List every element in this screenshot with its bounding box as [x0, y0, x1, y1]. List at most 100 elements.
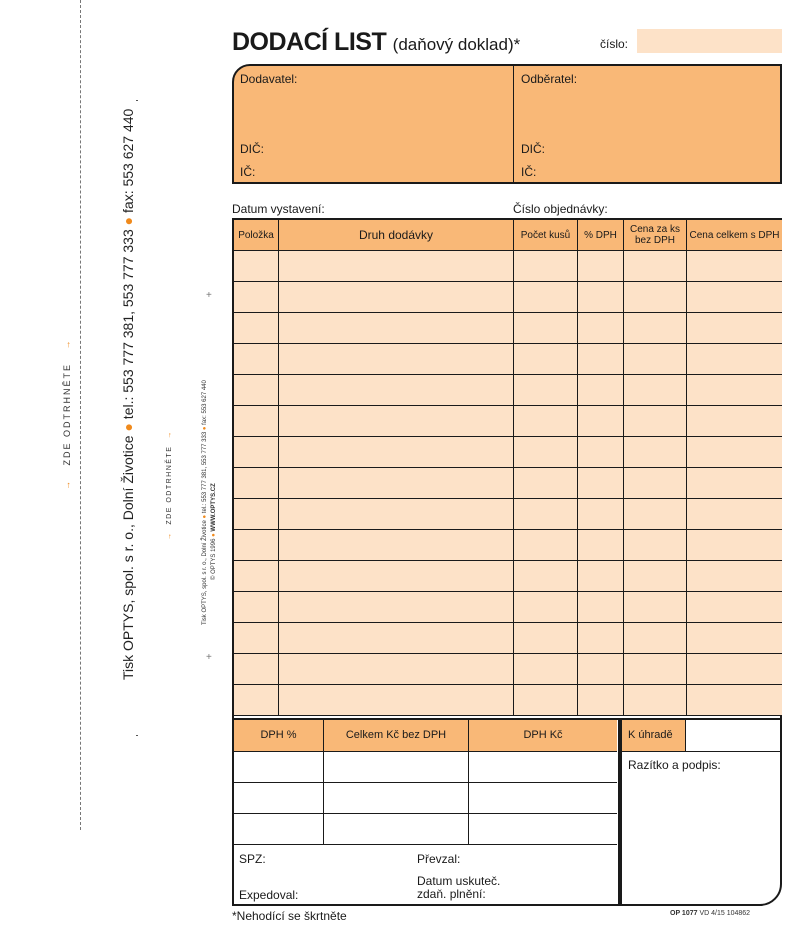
summary-cell[interactable]	[469, 752, 617, 783]
total-col-cell[interactable]	[687, 468, 782, 499]
vat-col-cell[interactable]	[578, 282, 624, 313]
unit-price-col-cell[interactable]	[624, 592, 687, 623]
item-col-cell[interactable]	[234, 685, 279, 716]
total-col-cell[interactable]	[687, 251, 782, 282]
vat-col-cell[interactable]	[578, 251, 624, 282]
summary-cell[interactable]	[469, 814, 617, 845]
vat-col-cell[interactable]	[578, 592, 624, 623]
total-col-cell[interactable]	[687, 282, 782, 313]
spz-label[interactable]: SPZ:	[239, 852, 266, 866]
unit-price-col-cell[interactable]	[624, 530, 687, 561]
vat-col-cell[interactable]	[578, 623, 624, 654]
order-number-label[interactable]: Číslo objednávky:	[513, 202, 608, 216]
quantity-col-cell[interactable]	[514, 685, 578, 716]
description-col-cell[interactable]	[279, 499, 514, 530]
total-col-cell[interactable]	[687, 437, 782, 468]
customer-label[interactable]: Odběratel:	[521, 72, 578, 86]
quantity-col-cell[interactable]	[514, 375, 578, 406]
quantity-col-cell[interactable]	[514, 561, 578, 592]
description-col-cell[interactable]	[279, 530, 514, 561]
total-col-cell[interactable]	[687, 313, 782, 344]
customer-ic-label[interactable]: IČ:	[521, 165, 537, 179]
quantity-col-cell[interactable]	[514, 437, 578, 468]
quantity-col-cell[interactable]	[514, 530, 578, 561]
total-col-cell[interactable]	[687, 592, 782, 623]
unit-price-col-cell[interactable]	[624, 561, 687, 592]
summary-cell[interactable]	[324, 752, 469, 783]
quantity-col-cell[interactable]	[514, 313, 578, 344]
tax-date-label[interactable]: Datum uskuteč. zdaň. plnění:	[417, 874, 501, 901]
unit-price-col-cell[interactable]	[624, 406, 687, 437]
item-col-cell[interactable]	[234, 530, 279, 561]
description-col-cell[interactable]	[279, 406, 514, 437]
item-col-cell[interactable]	[234, 282, 279, 313]
vat-col-cell[interactable]	[578, 313, 624, 344]
item-col-cell[interactable]	[234, 499, 279, 530]
unit-price-col-cell[interactable]	[624, 654, 687, 685]
summary-cell[interactable]	[469, 783, 617, 814]
item-col-cell[interactable]	[234, 623, 279, 654]
description-col-cell[interactable]	[279, 313, 514, 344]
item-col-cell[interactable]	[234, 654, 279, 685]
description-col-cell[interactable]	[279, 468, 514, 499]
summary-cell[interactable]	[324, 783, 469, 814]
unit-price-col-cell[interactable]	[624, 251, 687, 282]
quantity-col-cell[interactable]	[514, 251, 578, 282]
item-col-cell[interactable]	[234, 592, 279, 623]
description-col-cell[interactable]	[279, 685, 514, 716]
item-col-cell[interactable]	[234, 313, 279, 344]
item-col-cell[interactable]	[234, 468, 279, 499]
item-col-cell[interactable]	[234, 344, 279, 375]
unit-price-col-cell[interactable]	[624, 313, 687, 344]
total-col-cell[interactable]	[687, 344, 782, 375]
supplier-dic-label[interactable]: DIČ:	[240, 142, 264, 156]
total-col-cell[interactable]	[687, 623, 782, 654]
unit-price-col-cell[interactable]	[624, 685, 687, 716]
description-col-cell[interactable]	[279, 561, 514, 592]
description-col-cell[interactable]	[279, 282, 514, 313]
vat-col-cell[interactable]	[578, 468, 624, 499]
customer-dic-label[interactable]: DIČ:	[521, 142, 545, 156]
vat-col-cell[interactable]	[578, 685, 624, 716]
quantity-col-cell[interactable]	[514, 282, 578, 313]
unit-price-col-cell[interactable]	[624, 282, 687, 313]
quantity-col-cell[interactable]	[514, 499, 578, 530]
issue-date-label[interactable]: Datum vystavení:	[232, 202, 325, 216]
quantity-col-cell[interactable]	[514, 623, 578, 654]
vat-col-cell[interactable]	[578, 561, 624, 592]
description-col-cell[interactable]	[279, 654, 514, 685]
total-col-cell[interactable]	[687, 530, 782, 561]
unit-price-col-cell[interactable]	[624, 499, 687, 530]
vat-col-cell[interactable]	[578, 499, 624, 530]
total-col-cell[interactable]	[687, 654, 782, 685]
dispatched-label[interactable]: Expedoval:	[239, 888, 299, 902]
total-col-cell[interactable]	[687, 375, 782, 406]
item-col-cell[interactable]	[234, 437, 279, 468]
quantity-col-cell[interactable]	[514, 406, 578, 437]
received-label[interactable]: Převzal:	[417, 852, 461, 866]
supplier-ic-label[interactable]: IČ:	[240, 165, 256, 179]
quantity-col-cell[interactable]	[514, 468, 578, 499]
quantity-col-cell[interactable]	[514, 654, 578, 685]
summary-cell[interactable]	[234, 814, 324, 845]
unit-price-col-cell[interactable]	[624, 344, 687, 375]
quantity-col-cell[interactable]	[514, 344, 578, 375]
summary-cell[interactable]	[234, 783, 324, 814]
description-col-cell[interactable]	[279, 592, 514, 623]
vat-col-cell[interactable]	[578, 375, 624, 406]
summary-cell[interactable]	[324, 814, 469, 845]
item-col-cell[interactable]	[234, 251, 279, 282]
to-pay-field[interactable]	[686, 720, 781, 752]
vat-col-cell[interactable]	[578, 437, 624, 468]
total-col-cell[interactable]	[687, 406, 782, 437]
vat-col-cell[interactable]	[578, 530, 624, 561]
description-col-cell[interactable]	[279, 344, 514, 375]
description-col-cell[interactable]	[279, 623, 514, 654]
total-col-cell[interactable]	[687, 685, 782, 716]
unit-price-col-cell[interactable]	[624, 623, 687, 654]
number-field[interactable]	[637, 29, 782, 53]
description-col-cell[interactable]	[279, 437, 514, 468]
description-col-cell[interactable]	[279, 251, 514, 282]
vat-col-cell[interactable]	[578, 406, 624, 437]
total-col-cell[interactable]	[687, 499, 782, 530]
